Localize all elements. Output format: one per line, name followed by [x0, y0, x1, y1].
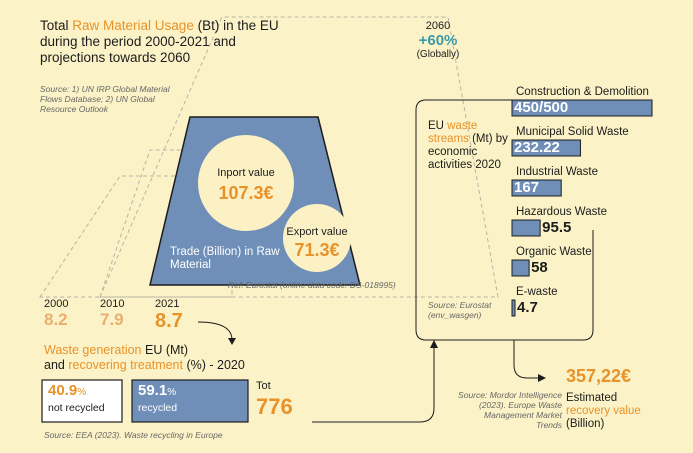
bar-value-label: 232.22 — [514, 139, 560, 156]
streams-source: Source: Eurostat (env_wasgen) — [428, 300, 492, 320]
bar-category-label: E-waste — [516, 286, 558, 298]
bar-value-label: 450/500 — [514, 99, 569, 116]
title-source: Source: 1) UN IRP Global Material Flows … — [40, 84, 170, 114]
recovery-value: 357,22€ — [566, 366, 632, 386]
bar-value-label: 4.7 — [517, 299, 538, 316]
waste-generation-title: Waste generation EU (Mt) and recovering … — [44, 343, 245, 372]
import-value: 107.3€ — [218, 183, 274, 203]
waste-source: Source: EEA (2023). Waste recycling in E… — [44, 430, 223, 440]
projection-note: (Globally) — [416, 49, 460, 60]
projection-value: +60% — [418, 32, 458, 49]
bar-value-label: 167 — [514, 179, 540, 196]
bar-5 — [511, 299, 516, 317]
bar-category-label: Municipal Solid Waste — [516, 126, 629, 138]
export-label: Export value — [286, 226, 348, 238]
bar-category-label: Hazardous Waste — [516, 206, 607, 218]
bar-3 — [511, 219, 541, 237]
streams-title: EU waste streams (Mt) by economic activi… — [428, 120, 508, 171]
bar-0 — [511, 99, 653, 117]
arrow-recovery — [513, 340, 540, 379]
trade-source: Ref: Eurostat (online data code: DS-0189… — [228, 280, 396, 290]
year-2021: 2021 8.7 — [155, 298, 183, 332]
projection-outline-2060 — [99, 16, 499, 298]
bar-value-label: 58 — [531, 259, 548, 276]
export-circle — [283, 204, 351, 272]
total-label: Tot — [256, 380, 271, 392]
recovery-source: Source: Mordor Intelligence (2023). Euro… — [458, 390, 562, 430]
arrow-tot — [312, 345, 435, 423]
bar-category-label: Organic Waste — [516, 246, 592, 258]
year-2000: 2000 8.2 — [44, 298, 69, 329]
bar-value-label: 95.5 — [542, 219, 572, 236]
recycled-box — [131, 379, 249, 423]
import-label: Inport value — [217, 167, 275, 179]
recycled: 59.1% recycled — [138, 382, 178, 414]
bar-category-label: Construction & Demolition — [516, 86, 649, 98]
bar-category-label: Industrial Waste — [516, 166, 599, 178]
total-value: 776 — [256, 394, 293, 419]
bar-2 — [511, 179, 562, 197]
projection-outline-2010 — [99, 149, 233, 298]
import-circle — [198, 135, 294, 231]
bar-4 — [511, 259, 530, 277]
projection-year: 2060 — [425, 20, 451, 32]
not-recycled-box — [41, 379, 123, 423]
recovery-label: Estimated recovery value (Billion) — [566, 392, 641, 430]
streams-box — [415, 99, 594, 341]
arrow-2021 — [197, 321, 233, 341]
export-value: 71.3€ — [294, 240, 340, 260]
trade-label: Trade (Billion) in Raw Material — [170, 246, 280, 271]
main-title: Total Raw Material Usage (Bt) in the EU … — [40, 18, 279, 65]
year-2010: 2010 7.9 — [100, 298, 125, 329]
bar-1 — [511, 139, 581, 157]
not-recycled: 40.9% not recycled — [48, 382, 105, 414]
projection-2060: 2060 +60% (Globally) — [408, 20, 468, 60]
